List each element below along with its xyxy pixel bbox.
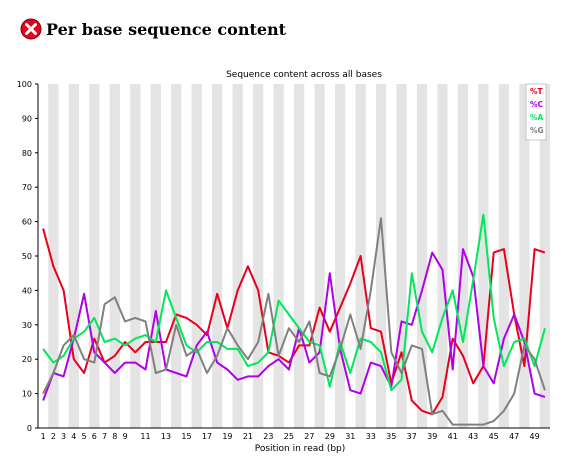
- grid-band: [48, 84, 59, 428]
- grid-band: [109, 84, 120, 428]
- module-title: Per base sequence content: [46, 19, 287, 39]
- plot-bands: [48, 84, 550, 428]
- legend-entry: %G: [530, 126, 544, 135]
- x-tick-label: 9: [122, 432, 127, 441]
- grid-band: [396, 84, 407, 428]
- y-axis: 0 10 20 30 40 50 60 70 80 90 100: [17, 80, 39, 433]
- grid-band: [171, 84, 182, 428]
- grid-band: [212, 84, 223, 428]
- y-tick-label: 30: [22, 321, 32, 330]
- x-tick-label: 5: [82, 432, 87, 441]
- y-tick-label: 90: [22, 114, 32, 123]
- series-lines: [42, 213, 546, 426]
- grid-band: [334, 84, 346, 428]
- x-tick-label: 35: [386, 432, 396, 441]
- x-tick-label: 37: [407, 432, 417, 441]
- legend-entry: %C: [530, 100, 544, 109]
- y-tick-label: 100: [17, 80, 32, 89]
- x-tick-label: 33: [366, 432, 376, 441]
- x-tick-label: 3: [61, 432, 66, 441]
- y-tick-label: 50: [22, 252, 32, 261]
- x-tick-label: 41: [448, 432, 458, 441]
- grid-band: [294, 84, 305, 428]
- grid-band: [314, 84, 325, 428]
- grid-band: [375, 84, 387, 428]
- x-tick-label: 43: [468, 432, 478, 441]
- x-tick-label: 11: [140, 432, 150, 441]
- x-tick-label: 1: [41, 432, 46, 441]
- series-line-a: [42, 213, 546, 392]
- grid-band: [519, 84, 530, 428]
- x-tick-label: 47: [509, 432, 519, 441]
- fail-cross-icon: [20, 18, 42, 40]
- x-tick-label: 45: [489, 432, 499, 441]
- x-tick-label: 39: [427, 432, 437, 441]
- x-tick-label: 4: [71, 432, 76, 441]
- series-line-g: [42, 217, 546, 426]
- grid-band: [68, 84, 79, 428]
- sequence-content-chart: Sequence content across all bases 0 10 20 3…: [17, 70, 550, 454]
- grid-band: [232, 84, 243, 428]
- x-tick-label: 29: [325, 432, 335, 441]
- grid-band: [150, 84, 161, 428]
- legend-box: [525, 83, 547, 141]
- chart-title: Sequence content across all bases: [226, 70, 382, 80]
- x-tick-label: 25: [284, 432, 294, 441]
- y-tick-label: 20: [22, 355, 32, 364]
- grid-band: [539, 84, 550, 428]
- grid-band: [191, 84, 202, 428]
- series-line-c: [42, 248, 546, 401]
- y-tick-label: 80: [22, 149, 32, 158]
- x-tick-label: 15: [181, 432, 191, 441]
- y-tick-label: 10: [22, 390, 32, 399]
- x-axis-label: Position in read (bp): [255, 444, 346, 454]
- x-tick-label: 17: [202, 432, 212, 441]
- x-tick-label: 27: [304, 432, 314, 441]
- y-tick-label: 0: [27, 424, 32, 433]
- x-tick-label: 49: [530, 432, 540, 441]
- grid-band: [478, 84, 489, 428]
- grid-band: [437, 84, 448, 428]
- x-tick-label: 8: [112, 432, 117, 441]
- grid-band: [130, 84, 141, 428]
- x-tick-label: 23: [263, 432, 273, 441]
- x-tick-label: 31: [345, 432, 355, 441]
- module-header: Per base sequence content: [20, 14, 286, 44]
- grid-band: [273, 84, 284, 428]
- x-tick-label: 21: [243, 432, 253, 441]
- x-axis: 1 2 3 4 5 6 7 8 9 11 13 15 17 19 21 23 25 27 29 31 33 35 37 39 4…: [38, 427, 550, 441]
- x-tick-label: 6: [92, 432, 97, 441]
- grid-band: [253, 84, 264, 428]
- x-tick-label: 13: [161, 432, 171, 441]
- x-tick-label: 2: [51, 432, 56, 441]
- grid-band: [498, 84, 510, 428]
- legend-entry: %A: [530, 113, 544, 122]
- y-tick-label: 40: [22, 286, 32, 295]
- x-tick-label: 7: [102, 432, 107, 441]
- y-tick-label: 70: [22, 183, 32, 192]
- legend-entry: %T: [530, 87, 544, 96]
- grid-band: [416, 84, 428, 428]
- legend: %T %C %A %G: [525, 83, 547, 141]
- grid-band: [89, 84, 100, 428]
- x-tick-label: 19: [222, 432, 232, 441]
- y-tick-label: 60: [22, 218, 32, 227]
